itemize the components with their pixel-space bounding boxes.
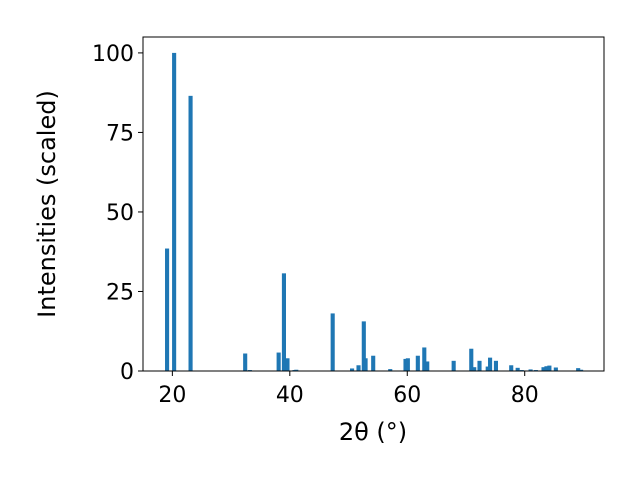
bar (579, 369, 584, 371)
bar (515, 367, 520, 371)
bar (544, 366, 549, 371)
y-tick-label: 75 (106, 121, 134, 146)
y-tick-label: 25 (106, 280, 134, 305)
bar (576, 368, 581, 371)
bar (243, 353, 248, 371)
bar (422, 347, 427, 371)
y-tick-label: 100 (92, 42, 134, 67)
bar (188, 95, 193, 371)
bar (294, 369, 299, 371)
bar (405, 358, 410, 371)
bar (388, 369, 393, 371)
bar (488, 357, 493, 371)
bar (363, 358, 368, 371)
bar (281, 273, 286, 371)
y-tick-label: 0 (120, 360, 134, 385)
bar (541, 367, 546, 371)
bar (469, 348, 474, 371)
plot-area (143, 37, 604, 371)
bar (165, 248, 170, 371)
bar (553, 367, 558, 371)
bar (415, 355, 420, 371)
bar (493, 360, 498, 371)
y-ticks: 0 25 50 75 100 (92, 42, 143, 385)
bar (285, 358, 290, 371)
bar (451, 360, 456, 371)
bar (371, 355, 376, 371)
x-tick-label: 20 (158, 383, 186, 408)
bar (330, 313, 335, 371)
bar (547, 365, 552, 371)
bar (425, 361, 430, 371)
bar (276, 352, 281, 371)
bar (172, 52, 177, 372)
bar (361, 321, 366, 371)
bar (528, 369, 533, 371)
x-ticks: 20 40 60 80 (158, 371, 539, 408)
x-axis-label: 2θ (°) (339, 418, 407, 446)
bar (403, 358, 408, 371)
bar (350, 368, 355, 371)
bar (477, 360, 482, 371)
bar (485, 366, 490, 371)
bar (472, 367, 477, 371)
plot-frame (142, 36, 605, 372)
y-axis-label: Intensities (scaled) (33, 90, 61, 318)
x-tick-label: 80 (511, 383, 539, 408)
bar (509, 365, 514, 371)
bar (356, 365, 361, 371)
x-tick-label: 40 (276, 383, 304, 408)
x-tick-label: 60 (393, 383, 421, 408)
y-tick-label: 50 (106, 201, 134, 226)
